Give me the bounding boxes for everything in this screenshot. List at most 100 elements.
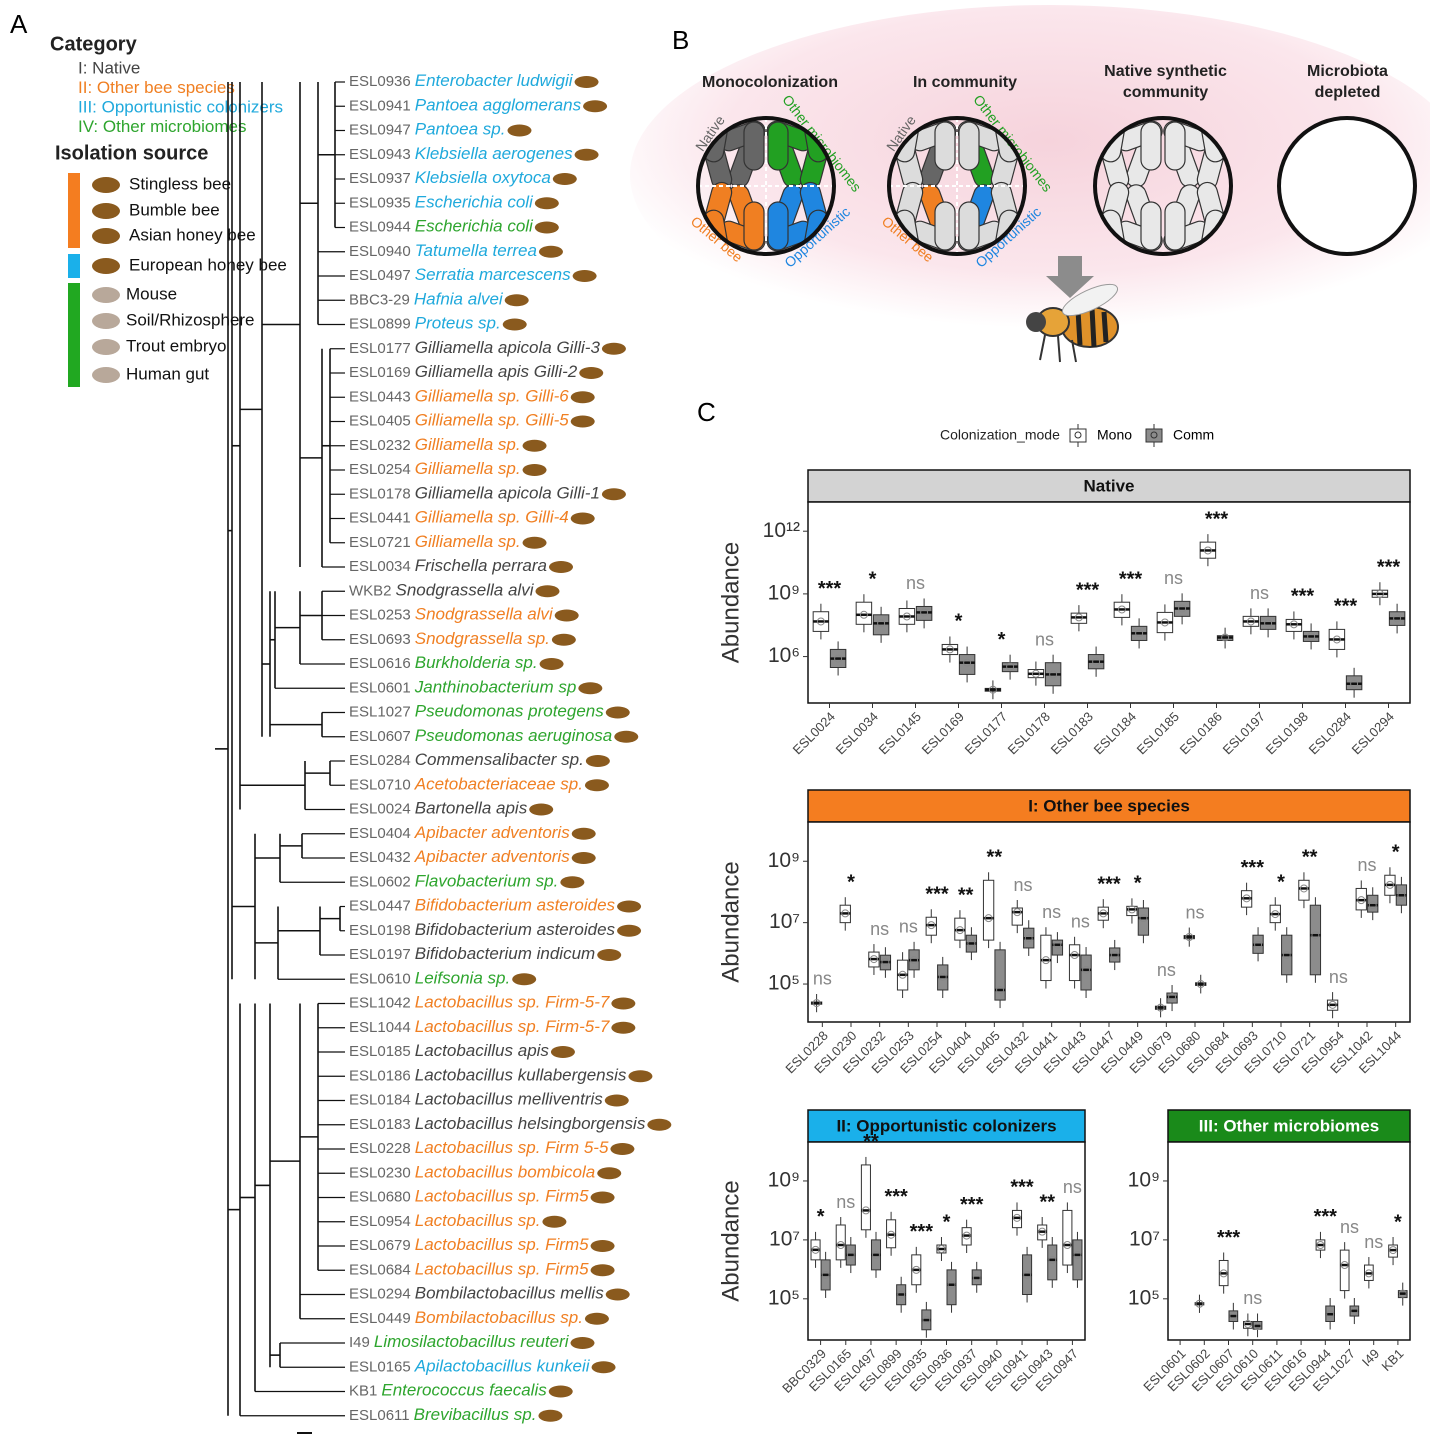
legend-point (1150, 431, 1158, 439)
y-axis-label: Abundance (717, 1180, 744, 1301)
source-icon (522, 439, 547, 452)
leaf-name: Janthinobacterium sp (414, 678, 577, 697)
category-entry: I: Native (78, 58, 140, 77)
background-glow (630, 5, 1430, 345)
leaf-name: Brevibacillus sp. (414, 1405, 537, 1424)
source-icon (591, 1361, 616, 1374)
point (1049, 670, 1058, 679)
point (1221, 633, 1230, 642)
leaf-label: ESL0680 Lactobacillus sp. Firm5 (349, 1187, 589, 1206)
point (1289, 620, 1298, 629)
point (1006, 662, 1015, 671)
leaf-label: ESL0616 Burkholderia sp. (349, 653, 538, 672)
leaf-label: ESL0024 Bartonella apis (349, 799, 528, 818)
point (836, 1241, 845, 1250)
leaf-name: Bombilactobacillus mellis (415, 1284, 604, 1303)
source-icon (571, 852, 596, 864)
significance: *** (1097, 873, 1121, 895)
source-icon (535, 585, 560, 598)
circle-outline (887, 116, 1027, 256)
cell (934, 121, 956, 171)
leaf-label: ESL0607 Pseudomonas aeruginosa (349, 726, 612, 745)
strip (807, 469, 1411, 503)
cell (1164, 121, 1186, 171)
leaf-name: Bifidobacterium indicum (415, 944, 595, 963)
source-icon (617, 900, 642, 913)
category-entry: II: Other bee species (78, 78, 235, 97)
significance: *** (1334, 596, 1358, 618)
significance: ns (1164, 568, 1183, 588)
significance: *** (1377, 556, 1401, 578)
point (1135, 629, 1144, 638)
leaf-name: Escherichia coli (415, 193, 534, 212)
x-tick-label: ESL0197 (1220, 709, 1268, 757)
significance: *** (910, 1221, 934, 1243)
leaf-id: ESL0611 (349, 1407, 410, 1424)
strip (807, 789, 1411, 823)
source-icon (507, 124, 532, 137)
point (1393, 614, 1402, 623)
leaf-id: ESL0183 (349, 1116, 411, 1133)
source-entry: Trout embryo (126, 336, 226, 355)
leaf-label: ESL0230 Lactobacillus bombicola (349, 1163, 595, 1182)
point (1332, 635, 1341, 644)
chart-title: I: Other bee species (1028, 796, 1190, 815)
leaf-id: ESL0940 (349, 243, 411, 260)
box (1309, 904, 1322, 976)
point (1311, 931, 1320, 940)
leaf-id: ESL0937 (349, 170, 411, 187)
point (947, 1280, 956, 1289)
leaf-name: Lactobacillus helsingborgensis (415, 1114, 646, 1133)
panel-label: A (10, 9, 28, 39)
leaf-id: ESL0602 (349, 873, 411, 890)
source-icon (574, 76, 599, 88)
source-icon (92, 367, 120, 383)
leaf-name: Bartonella apis (415, 799, 528, 818)
point (902, 612, 911, 621)
source-icon (590, 1191, 615, 1204)
source-icon (92, 177, 120, 193)
point (1031, 669, 1040, 678)
leaf-name: Lactobacillus sp. (415, 1211, 541, 1230)
box (1047, 1244, 1058, 1281)
leaf-label: ESL0284 Commensalibacter sp. (349, 750, 584, 769)
leaf-name: Gilliamella sp. Gilli-5 (415, 411, 570, 430)
significance: *** (818, 578, 842, 600)
point (1092, 657, 1101, 666)
significance: ns (1071, 912, 1090, 932)
source-icon (92, 258, 120, 274)
leaf-id: ESL0954 (349, 1213, 411, 1230)
chart-title: Native (1083, 476, 1134, 495)
leaf-id: I49 (349, 1334, 370, 1351)
leaf-id: ESL0404 (349, 825, 411, 842)
leaf-label: ESL0441 Gilliamella sp. Gilli-4 (349, 508, 569, 527)
source-icon (578, 682, 603, 695)
legend-box (1145, 428, 1163, 443)
point (927, 921, 936, 930)
significance: ** (987, 847, 1003, 869)
y-tick-label: 10⁶ (768, 644, 800, 667)
circle-outline (1093, 116, 1233, 256)
point (821, 1270, 830, 1279)
source-icon (538, 245, 563, 258)
significance: ns (1357, 855, 1376, 875)
point (1253, 1321, 1262, 1330)
leaf-label: ESL0165 Apilactobacillus kunkeii (349, 1357, 591, 1376)
significance: *** (1076, 579, 1100, 601)
strip (1167, 1109, 1411, 1143)
source-icon (551, 633, 576, 646)
leaf-label: ESL0183 Lactobacillus helsingborgensis (349, 1114, 646, 1133)
diagram-title: Microbiota depleted (1307, 63, 1388, 101)
point (816, 617, 825, 626)
point (972, 1273, 981, 1282)
point (859, 610, 868, 619)
leaf-name: Acetobacteriaceae sp. (414, 775, 583, 794)
point (897, 1290, 906, 1299)
source-icon (570, 415, 595, 428)
point (1203, 546, 1212, 555)
significance: * (998, 629, 1006, 651)
cell (1140, 121, 1162, 171)
point (1282, 951, 1291, 960)
leaf-id: ESL0232 (349, 437, 411, 454)
point (1389, 1246, 1398, 1255)
